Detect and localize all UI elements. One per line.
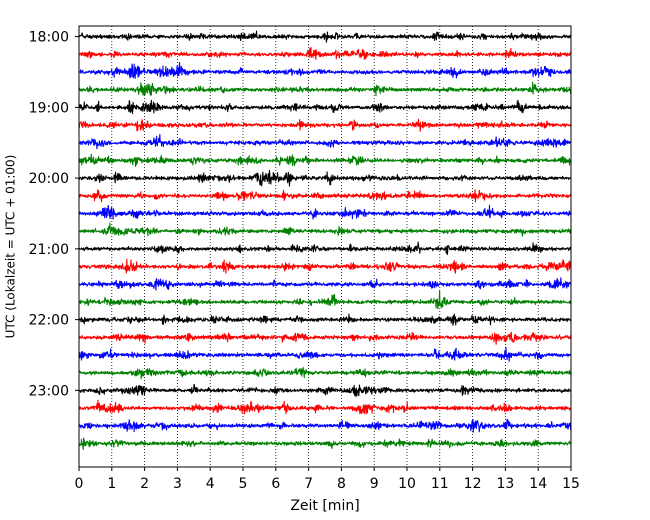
x-tick-label: 12	[464, 476, 482, 492]
trace-2000	[78, 169, 572, 187]
trace-2200	[78, 313, 572, 326]
y-axis-ticks: 18:00 19:00 20:00 21:00 22:00 23:00	[29, 30, 79, 399]
trace-2315	[78, 399, 572, 415]
trace-1915	[78, 118, 572, 132]
x-tick-label: 9	[370, 476, 379, 492]
x-tick-label: 8	[337, 476, 346, 492]
plot-frame	[78, 25, 572, 468]
x-tick-label: 7	[304, 476, 313, 492]
trace-2245	[78, 366, 572, 380]
trace-2145	[78, 289, 572, 310]
x-tick-label: 6	[271, 476, 280, 492]
y-tick-label: 18:00	[29, 30, 69, 46]
x-tick-label: 2	[140, 476, 149, 492]
x-tick-label: 13	[496, 476, 514, 492]
trace-1900	[78, 99, 572, 115]
x-tick-label: 11	[431, 476, 449, 492]
trace-1845	[78, 81, 572, 97]
seismic-traces	[78, 30, 572, 451]
y-axis-label: UTC (Lokalzeit = UTC + 01:00)	[4, 155, 18, 339]
trace-1930	[78, 133, 572, 150]
x-axis-label: Zeit [min]	[290, 498, 359, 514]
trace-2130	[78, 277, 572, 291]
trace-2115	[78, 258, 572, 274]
x-tick-label: 1	[107, 476, 116, 492]
trace-2230	[78, 347, 572, 362]
trace-2345	[78, 437, 572, 451]
trace-2330	[78, 418, 572, 433]
y-tick-label: 19:00	[29, 100, 69, 116]
x-tick-label: 4	[206, 476, 215, 492]
x-tick-label: 0	[75, 476, 84, 492]
x-axis-ticks: 0 1 2 3 4 5 6 7 8 9 10 11 12 13 14 15	[75, 467, 580, 492]
trace-2100	[78, 241, 572, 256]
trace-1830	[78, 61, 572, 79]
y-tick-label: 20:00	[29, 171, 69, 187]
x-tick-label: 14	[529, 476, 547, 492]
trace-1815	[78, 46, 572, 60]
x-tick-label: 10	[398, 476, 416, 492]
x-tick-label: 3	[173, 476, 182, 492]
trace-2015	[78, 189, 572, 203]
trace-2300	[78, 383, 572, 398]
y-tick-label: 23:00	[29, 383, 69, 399]
y-tick-label: 21:00	[29, 242, 69, 258]
trace-2045	[78, 222, 572, 237]
x-tick-label: 15	[562, 476, 580, 492]
trace-1945	[78, 153, 572, 168]
trace-2215	[78, 331, 572, 345]
trace-2030	[78, 204, 572, 220]
y-tick-label: 22:00	[29, 313, 69, 329]
trace-1800	[78, 30, 572, 43]
x-tick-label: 5	[239, 476, 248, 492]
